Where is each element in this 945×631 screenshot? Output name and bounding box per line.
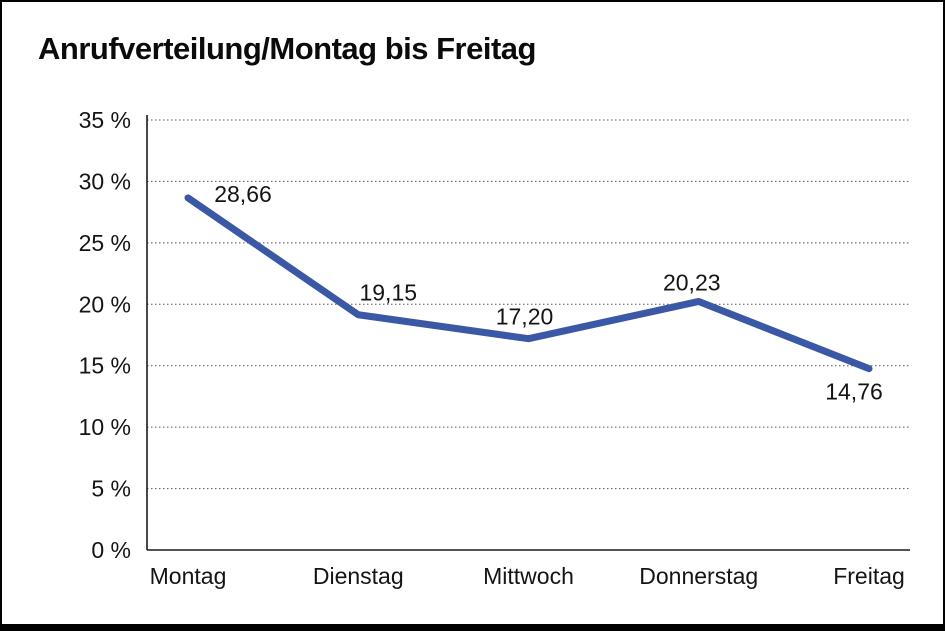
x-category-label: Mittwoch xyxy=(483,563,574,589)
chart-title: Anrufverteilung/Montag bis Freitag xyxy=(38,31,536,66)
y-tick-label: 20 % xyxy=(79,291,131,317)
data-point-label: 20,23 xyxy=(663,269,721,295)
data-point-label: 28,66 xyxy=(214,181,272,207)
x-category-label: Donnerstag xyxy=(639,563,758,589)
x-category-label: Freitag xyxy=(833,563,905,589)
y-tick-label: 15 % xyxy=(79,353,131,379)
y-tick-label: 0 % xyxy=(91,537,131,563)
data-series-line xyxy=(184,194,873,373)
y-tick-label: 30 % xyxy=(79,168,131,194)
data-point-label: 17,20 xyxy=(496,304,554,330)
y-tick-label: 35 % xyxy=(79,107,131,133)
y-tick-label: 10 % xyxy=(79,414,131,440)
y-tick-label: 5 % xyxy=(91,476,131,502)
y-tick-label: 25 % xyxy=(79,230,131,256)
data-point-label: 19,15 xyxy=(359,280,417,306)
data-point-label: 14,76 xyxy=(825,379,883,405)
x-category-label: Dienstag xyxy=(313,563,404,589)
x-category-label: Montag xyxy=(150,563,227,589)
line-chart-canvas: 35 % 30 % 25 % 20 % 15 % 10 % 5 % 0 % Montag Dien… xyxy=(79,107,910,589)
